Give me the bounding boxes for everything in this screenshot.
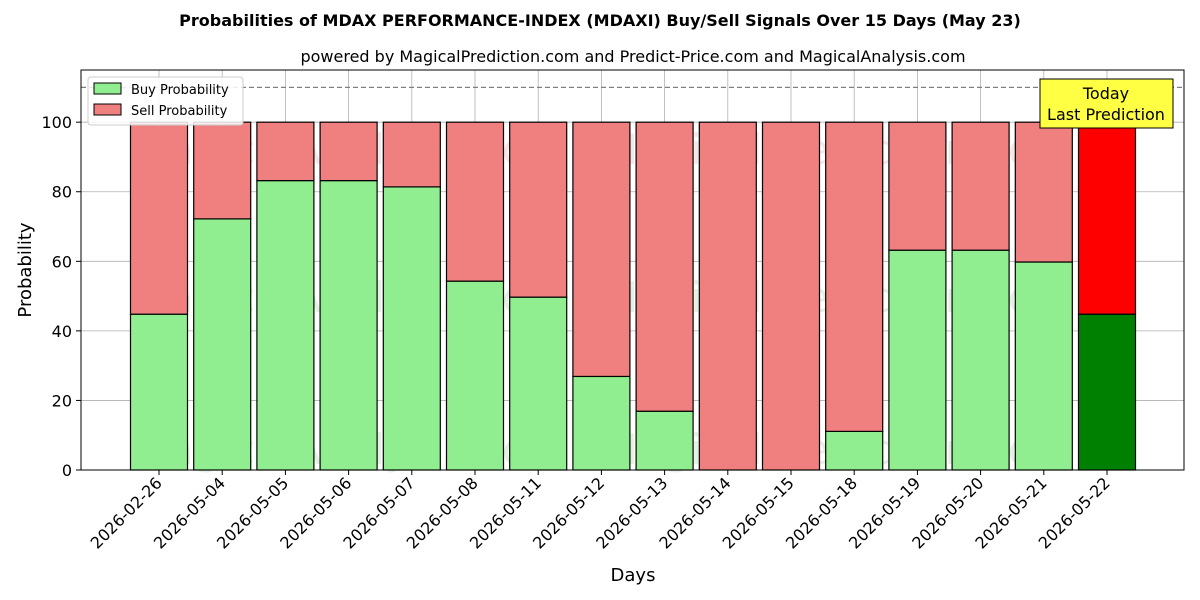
bars (129, 121, 1137, 471)
legend-swatch-buy (93, 82, 122, 95)
y-tick-label: 40 (52, 322, 72, 341)
legend-swatch-sell (93, 103, 122, 116)
bar-sell-2026-05-15 (761, 121, 821, 471)
bar-sell-2026-05-19 (888, 121, 947, 251)
bar-sell-2026-05-22 (1077, 121, 1137, 315)
y-tick-label: 0 (62, 461, 72, 480)
chart-subtitle: powered by MagicalPrediction.com and Pre… (300, 47, 965, 66)
bar-sell-2026-02-26 (129, 121, 189, 315)
chart-title: Probabilities of MDAX PERFORMANCE-INDEX … (179, 11, 1021, 30)
bar-buy-2026-05-05 (256, 180, 315, 471)
legend-box (87, 76, 244, 126)
bar-sell-2026-05-13 (635, 121, 694, 412)
bar-sell-2026-05-11 (509, 121, 568, 298)
legend-label-buy: Buy Probability (131, 83, 229, 98)
y-tick-label: 100 (41, 113, 72, 132)
bar-buy-2026-05-06 (319, 180, 378, 471)
y-axis-label: Probability (15, 222, 36, 317)
annotation-line-2: Last Prediction (1047, 105, 1165, 124)
bar-sell-2026-05-20 (951, 121, 1010, 251)
bar-buy-2026-05-07 (382, 186, 441, 471)
bar-sell-2026-05-04 (193, 121, 252, 220)
bar-buy-2026-05-13 (635, 410, 694, 471)
plot-frame (80, 69, 1185, 471)
today-annotation: Today Last Prediction (1039, 78, 1174, 129)
bar-buy-2026-05-11 (509, 296, 568, 471)
bar-sell-2026-05-06 (319, 121, 378, 182)
bar-sell-2026-05-08 (445, 121, 505, 282)
y-tick-label: 80 (52, 183, 72, 202)
bar-buy-2026-05-08 (445, 280, 505, 471)
bar-sell-2026-05-12 (572, 121, 631, 378)
bar-buy-2026-02-26 (129, 313, 189, 471)
y-tick-label: 20 (52, 391, 72, 410)
bar-buy-2026-05-22 (1077, 313, 1137, 471)
annotation-box (1039, 78, 1174, 129)
y-axis-ticks: 0 20 40 60 80 100 (41, 113, 81, 480)
bar-sell-2026-05-05 (256, 121, 315, 182)
bar-buy-2026-05-12 (572, 375, 631, 471)
bar-sell-2026-05-21 (1014, 121, 1073, 263)
bar-buy-2026-05-20 (951, 249, 1010, 471)
x-axis-label: Days (611, 565, 656, 586)
bar-buy-2026-05-04 (193, 218, 252, 471)
bar-sell-2026-05-14 (698, 121, 757, 471)
bar-buy-2026-05-19 (888, 249, 947, 471)
bar-buy-2026-05-21 (1014, 261, 1073, 471)
bar-buy-2026-05-18 (825, 430, 884, 471)
y-tick-label: 60 (52, 252, 72, 271)
x-axis-ticks: 2026-02-262026-05-042026-05-052026-05-06… (87, 470, 1114, 553)
legend-label-sell: Sell Probability (131, 104, 228, 119)
bar-sell-2026-05-07 (382, 121, 441, 188)
bar-sell-2026-05-18 (825, 121, 884, 432)
legend: Buy Probability Sell Probability (87, 76, 244, 126)
annotation-line-1: Today (1082, 84, 1129, 103)
